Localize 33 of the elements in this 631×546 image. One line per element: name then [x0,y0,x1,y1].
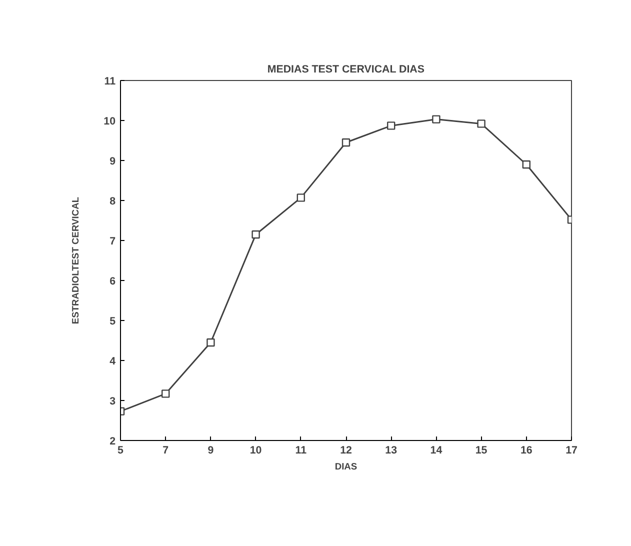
x-tick-label: 17 [566,444,578,456]
point [206,338,215,347]
point [477,120,486,128]
x-tick-label: 14 [430,444,442,456]
y-tick-label: 11 [104,76,116,88]
y-tick-label: 4 [110,356,116,368]
y-tick-label: 8 [110,196,116,208]
point [432,115,440,124]
point [296,194,305,202]
point [387,122,396,130]
x-tick-label: 9 [208,444,214,456]
point [522,160,530,169]
y-tick-label: 5 [110,316,116,328]
y-tick-label: 2 [110,436,116,448]
point [252,230,260,239]
x-tick-label: 7 [162,444,169,456]
y-tick-label: 10 [104,116,116,128]
y-tick-label: 7 [110,236,116,248]
y-tick-label: 6 [110,276,116,288]
chart-title: MEDIAS TEST CERVICAL DIAS [267,64,424,76]
x-tick-label: 10 [250,444,262,456]
y-tick-label: 9 [110,156,116,168]
y-axis-title: ESTRADIOLTEST CERVICAL [70,196,81,324]
point [342,138,350,147]
x-axis-title: DIAS [334,462,358,472]
point [162,390,170,398]
x-tick-label: 11 [295,444,307,456]
x-tick-label: 15 [475,444,488,456]
x-tick-label: 13 [385,444,398,456]
x-tick-label: 16 [520,444,532,456]
y-tick-label: 3 [110,396,116,408]
x-tick-label: 5 [118,444,124,456]
x-tick-label: 12 [340,444,352,456]
